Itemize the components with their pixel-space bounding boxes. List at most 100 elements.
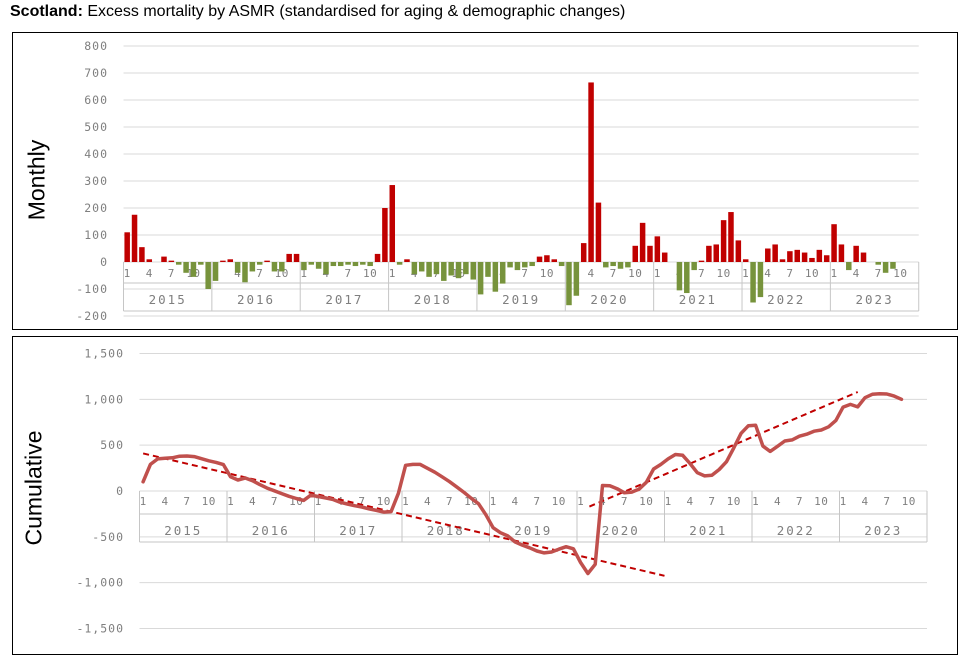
tick-label: 4 [764, 267, 771, 280]
tick-label: 4 [861, 495, 868, 508]
positive-excess-bar [661, 252, 668, 262]
positive-excess-bar [220, 260, 226, 262]
tick-label: 10 [893, 267, 907, 280]
monthly-axis-title: Monthly [23, 139, 50, 221]
positive-excess-bar [588, 82, 594, 262]
positive-excess-bar [124, 232, 130, 262]
positive-excess-bar [580, 243, 587, 262]
tick-label: 4 [161, 495, 168, 508]
tick-label: 200 [84, 201, 108, 215]
title-region-prefix: Scotland: [10, 3, 83, 20]
positive-excess-bar [735, 240, 742, 262]
tick-label: 1 [742, 267, 749, 280]
tick-label: 7 [345, 267, 352, 280]
negative-excess-bar [573, 262, 580, 296]
tick-label: 1,500 [84, 347, 124, 361]
negative-excess-bar [492, 262, 499, 292]
negative-excess-bar [625, 262, 631, 268]
tick-label: 10 [639, 495, 653, 508]
tick-label: 700 [84, 66, 108, 80]
positive-excess-bar [779, 259, 786, 262]
tick-label: 1 [389, 267, 396, 280]
tick-label: 1,000 [84, 392, 124, 406]
negative-excess-bar [463, 262, 469, 275]
tick-label: 1 [124, 267, 131, 280]
positive-excess-bar [404, 259, 410, 262]
negative-excess-bar [256, 262, 263, 265]
positive-excess-bar [374, 253, 381, 262]
tick-label: 4 [249, 495, 256, 508]
negative-excess-bar [676, 262, 683, 291]
negative-excess-bar [441, 262, 447, 281]
tick-label: 1 [140, 495, 147, 508]
tick-label: 2020 [590, 292, 628, 307]
tick-label: 4 [774, 495, 781, 508]
tick-label: 400 [84, 147, 108, 161]
negative-excess-bar [271, 262, 278, 272]
monthly-plot: 8007006005004003002001000-100-2001471020… [76, 39, 920, 323]
positive-excess-bar [647, 245, 653, 262]
cumulative-plot: 1,500 1,000 500 0 -500 -1,000 -1,500 1 4 7 10 2015 1… [76, 347, 928, 636]
tick-label: -1,500 [76, 622, 124, 636]
tick-label: 2015 [149, 292, 187, 307]
tick-label: 7 [183, 495, 190, 508]
tick-label: 7 [786, 267, 793, 280]
negative-excess-bar [610, 262, 616, 267]
tick-label: 500 [100, 438, 124, 452]
tick-label: 7 [533, 495, 540, 508]
tick-label: 10 [814, 495, 828, 508]
tick-label: 10 [628, 267, 642, 280]
negative-excess-bar [411, 262, 418, 275]
tick-label: 2023 [856, 292, 894, 307]
tick-label: 4 [146, 267, 153, 280]
monthly-chart-panel: 8007006005004003002001000-100-2001471020… [12, 32, 958, 330]
negative-excess-bar [558, 262, 565, 267]
negative-excess-bar [514, 262, 521, 271]
monthly-chart-svg: 8007006005004003002001000-100-2001471020… [76, 39, 920, 323]
tick-label: 1 [402, 495, 409, 508]
tick-label: -500 [92, 530, 124, 544]
positive-excess-bar [742, 259, 749, 262]
tick-label: 2016 [252, 523, 290, 538]
cumulative-chart-panel: 1,500 1,000 500 0 -500 -1,000 -1,500 1 4 7 10 2015 1… [12, 336, 958, 655]
tick-label: 2023 [864, 523, 902, 538]
tick-label: -200 [76, 309, 108, 323]
negative-excess-bar [396, 262, 403, 265]
negative-excess-bar [470, 262, 477, 280]
positive-excess-bar [794, 249, 800, 262]
positive-excess-bar [131, 214, 138, 262]
negative-excess-bar [190, 262, 197, 277]
positive-excess-bar [801, 252, 808, 262]
positive-excess-bar [227, 259, 234, 262]
negative-excess-bar [529, 262, 535, 267]
negative-excess-bar [566, 262, 572, 306]
tick-label: 500 [84, 120, 108, 134]
negative-excess-bar [691, 262, 697, 271]
positive-excess-bar [389, 185, 396, 262]
tick-label: 10 [552, 495, 566, 508]
tick-label: 7 [796, 495, 803, 508]
positive-excess-bar [286, 253, 292, 262]
tick-label: 7 [168, 267, 175, 280]
positive-excess-bar [853, 245, 859, 262]
tick-label: 2021 [689, 523, 727, 538]
negative-excess-bar [418, 262, 425, 272]
tick-label: 2019 [514, 523, 552, 538]
cumulative-axis-title: Cumulative [20, 430, 47, 546]
tick-label: 2022 [767, 292, 805, 307]
positive-excess-bar [536, 256, 543, 262]
tick-label: 1 [654, 267, 661, 280]
tick-label: 10 [540, 267, 554, 280]
tick-label: 1 [300, 267, 307, 280]
negative-excess-bar [846, 262, 852, 271]
tick-label: 7 [521, 267, 528, 280]
page-title: Scotland: Excess mortality by ASMR (stan… [10, 3, 625, 21]
negative-excess-bar [352, 262, 359, 267]
tick-label: 10 [275, 267, 289, 280]
negative-excess-bar [279, 262, 285, 272]
monthly-bars [124, 82, 896, 306]
negative-excess-bar [330, 262, 337, 267]
tick-label: 7 [256, 267, 263, 280]
